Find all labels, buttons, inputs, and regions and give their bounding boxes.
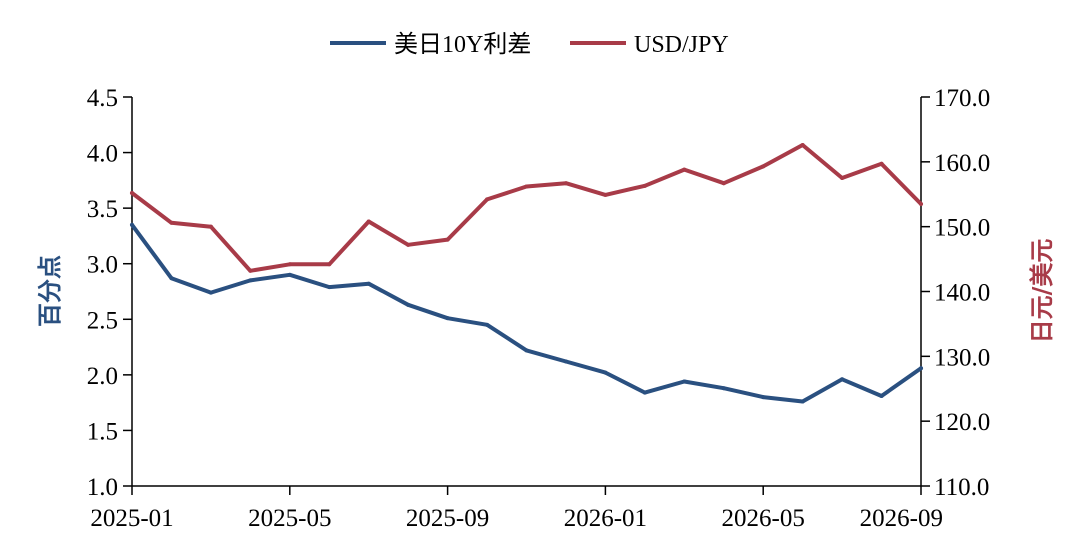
x-tick-label: 2025-09	[406, 505, 489, 532]
data-point-spread	[563, 359, 568, 364]
data-point-spread	[721, 386, 726, 391]
data-point-usdjpy	[682, 167, 687, 172]
data-point-usdjpy	[248, 268, 253, 273]
left-tick-label: 4.5	[87, 85, 118, 112]
data-point-spread	[406, 302, 411, 307]
data-point-usdjpy	[445, 237, 450, 242]
x-tick-label: 2026-05	[722, 505, 805, 532]
data-point-usdjpy	[642, 183, 647, 188]
data-point-usdjpy	[840, 176, 845, 181]
data-point-spread	[366, 281, 371, 286]
data-point-spread	[603, 370, 608, 375]
x-axis-ticks: 2025-01 2025-05 2025-09 2026-01 2026-05 2026-…	[90, 486, 943, 532]
left-tick-label: 2.5	[87, 307, 118, 334]
left-tick-label: 4.0	[87, 141, 118, 168]
right-axis-ticks: 110.0 120.0 130.0 140.0 150.0 160.0 170.0	[921, 85, 990, 501]
left-tick-label: 1.0	[87, 474, 118, 501]
data-point-spread	[840, 377, 845, 382]
left-tick-label: 2.0	[87, 363, 118, 390]
data-point-usdjpy	[721, 181, 726, 186]
data-point-usdjpy	[919, 201, 923, 206]
x-tick-label: 2025-01	[90, 505, 173, 532]
data-point-usdjpy	[524, 184, 529, 189]
data-point-usdjpy	[879, 161, 884, 166]
legend-label-usdjpy: USD/JPY	[634, 32, 729, 58]
data-point-spread	[287, 272, 292, 277]
data-point-usdjpy	[800, 142, 805, 147]
data-point-spread	[485, 322, 490, 327]
data-point-usdjpy	[327, 262, 332, 267]
data-point-spread	[879, 393, 884, 398]
right-tick-label: 110.0	[934, 474, 989, 501]
data-point-spread	[761, 395, 766, 400]
left-tick-label: 3.5	[87, 196, 118, 223]
data-point-usdjpy	[169, 220, 174, 225]
left-axis-title: 百分点	[35, 255, 64, 327]
data-point-spread	[130, 222, 134, 227]
data-point-usdjpy	[603, 192, 608, 197]
series-lines	[130, 142, 923, 404]
data-point-usdjpy	[563, 181, 568, 186]
right-axis-title: 日元/美元	[1027, 239, 1056, 344]
data-point-usdjpy	[287, 262, 292, 267]
x-tick-label: 2026-09	[860, 505, 943, 532]
data-point-usdjpy	[208, 224, 213, 229]
right-tick-label: 160.0	[934, 150, 990, 177]
data-point-spread	[682, 379, 687, 384]
left-tick-label: 3.0	[87, 252, 118, 279]
data-point-usdjpy	[130, 190, 134, 195]
data-point-usdjpy	[406, 242, 411, 247]
data-point-usdjpy	[761, 164, 766, 169]
left-axis-ticks: 1.0 1.5 2.0 2.5 3.0 3.5 4.0 4.5	[87, 85, 132, 501]
data-point-spread	[800, 399, 805, 404]
right-tick-label: 120.0	[934, 409, 990, 436]
data-point-usdjpy	[485, 197, 490, 202]
legend: 美日10Y利差 USD/JPY	[330, 31, 729, 58]
right-tick-label: 130.0	[934, 344, 990, 371]
data-point-spread	[919, 366, 923, 371]
x-tick-label: 2026-01	[564, 505, 647, 532]
series-line-spread	[130, 222, 923, 404]
data-point-usdjpy	[366, 219, 371, 224]
right-tick-label: 170.0	[934, 85, 990, 112]
legend-label-spread: 美日10Y利差	[394, 31, 531, 58]
data-point-spread	[445, 316, 450, 321]
series-line-usdjpy	[130, 143, 923, 273]
x-tick-label: 2025-05	[248, 505, 331, 532]
left-tick-label: 1.5	[87, 418, 118, 445]
data-point-spread	[524, 348, 529, 353]
data-point-spread	[642, 390, 647, 395]
right-tick-label: 140.0	[934, 280, 990, 307]
right-tick-label: 150.0	[934, 215, 990, 242]
data-point-spread	[208, 290, 213, 295]
data-point-spread	[169, 276, 174, 281]
data-point-spread	[327, 285, 332, 290]
data-point-spread	[248, 278, 253, 283]
